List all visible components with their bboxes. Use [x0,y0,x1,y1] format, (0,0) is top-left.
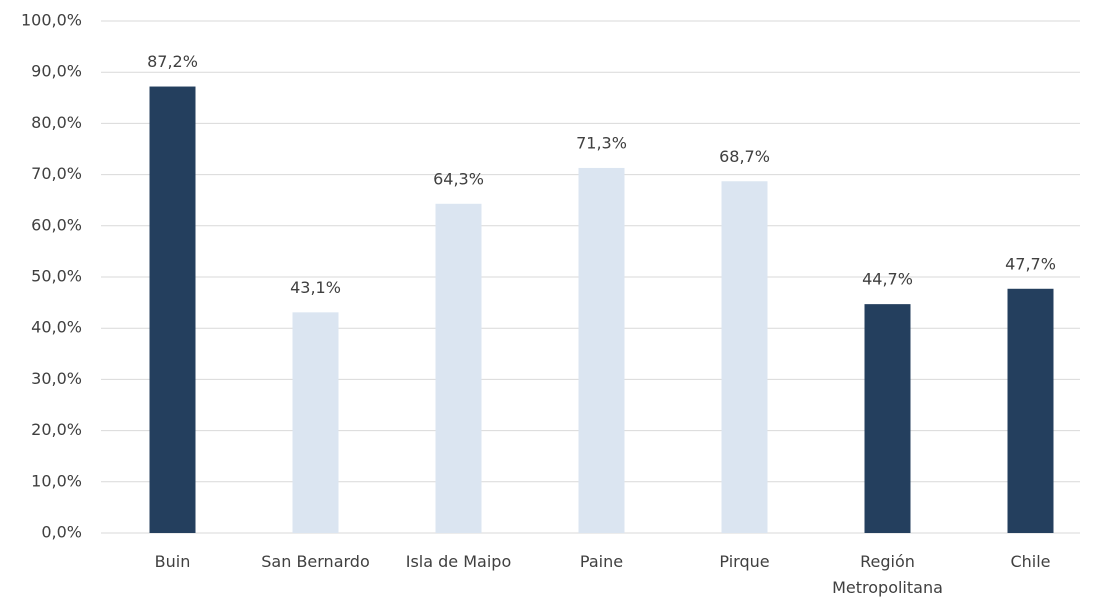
x-tick-label: Región Metropolitana [832,552,943,597]
x-tick-label: Paine [579,552,624,571]
y-tick-label: 90,0% [31,62,82,81]
y-tick-label: 80,0% [31,113,82,132]
bar [1007,288,1054,533]
data-label: 87,2% [147,52,198,71]
bar [578,167,625,533]
y-tick-label: 10,0% [31,471,82,490]
bar [721,181,768,534]
bar [292,312,339,533]
y-tick-label: 70,0% [31,164,82,183]
y-tick-label: 40,0% [31,318,82,337]
y-tick-label: 60,0% [31,215,82,234]
data-label: 44,7% [862,270,913,289]
bar [435,203,482,533]
data-label: 47,7% [1005,254,1056,273]
y-tick-label: 0,0% [41,523,82,542]
y-tick-label: 20,0% [31,420,82,439]
y-tick-label: 50,0% [31,267,82,286]
x-tick-label: Chile [1010,552,1051,571]
bar [149,86,196,533]
x-tick-label: Buin [154,552,191,571]
x-tick-label: Isla de Maipo [405,552,512,571]
x-tick-label: San Bernardo [261,552,370,571]
data-label: 68,7% [719,147,770,166]
y-tick-label: 100,0% [21,11,82,30]
y-tick-label: 30,0% [31,369,82,388]
bar [864,304,911,533]
data-label: 43,1% [290,278,341,297]
data-label: 71,3% [576,133,627,152]
data-label: 64,3% [433,169,484,188]
x-tick-label: Pirque [719,552,770,571]
